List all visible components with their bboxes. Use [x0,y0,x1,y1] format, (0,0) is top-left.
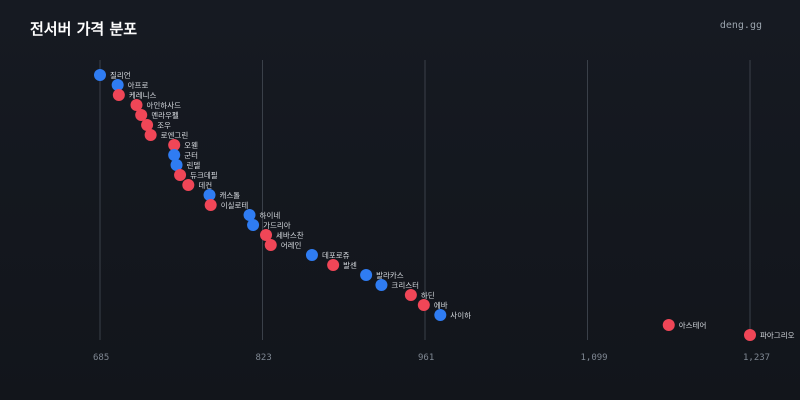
point-marker[interactable] [135,109,148,121]
point-marker[interactable] [305,249,318,261]
point-marker[interactable] [130,99,143,111]
point-label: 어레인 [281,240,302,250]
point-label: 오웬 [184,141,198,150]
point-label: 아스테어 [679,320,707,330]
data-point[interactable]: 아프로 [111,79,149,91]
x-tick-label: 685 [93,353,109,363]
data-point[interactable]: 아스테어 [662,319,707,331]
data-point[interactable]: 하이네 [243,209,281,221]
point-marker[interactable] [168,149,181,161]
point-marker[interactable] [360,269,373,281]
point-marker[interactable] [94,69,106,81]
point-marker[interactable] [112,89,125,101]
data-point[interactable]: 발센 [327,259,357,271]
data-point[interactable]: 이실로테 [204,199,249,211]
point-label: 멘라우펠 [151,111,179,120]
point-marker[interactable] [264,239,277,251]
data-point[interactable]: 케레니스 [112,89,157,101]
data-point[interactable]: 데포로쥬 [305,249,350,261]
data-point[interactable]: 멘라우펠 [135,109,179,121]
x-axis-ticks: 685 823 961 1,099 1,237 [93,353,770,363]
point-label: 캐스톨 [220,191,241,200]
point-marker[interactable] [375,279,388,291]
data-point[interactable]: 군터 [168,149,198,161]
point-label: 사이하 [450,310,471,320]
point-label: 군터 [184,151,198,160]
point-label: 데컨 [198,180,212,190]
point-label: 세바스찬 [276,230,304,240]
point-label: 파아그리오 [760,330,795,340]
point-marker[interactable] [144,129,157,141]
data-point[interactable]: 발라카스 [360,269,404,281]
data-point[interactable]: 파아그리오 [744,329,795,341]
point-marker[interactable] [327,259,340,271]
x-tick-label: 1,099 [581,353,608,363]
page-title: 전서버 가격 분포 [30,20,138,38]
data-point[interactable]: 오웬 [168,139,198,151]
point-marker[interactable] [168,139,181,151]
point-label: 아인하사드 [147,100,182,110]
point-marker[interactable] [260,229,273,241]
grid-lines [99,60,751,340]
data-point[interactable]: 로엔그린 [144,129,189,141]
point-label: 하이네 [260,210,281,220]
data-point[interactable]: 어레인 [264,239,302,251]
point-label: 가드리아 [263,220,291,230]
point-label: 하딘 [421,290,435,300]
data-point[interactable]: 에바 [417,299,448,311]
data-point[interactable]: 린델 [170,159,201,171]
point-marker[interactable] [662,319,675,331]
point-marker[interactable] [111,79,124,91]
point-label: 로엔그린 [161,130,189,140]
point-marker[interactable] [243,209,256,221]
point-label: 크리스터 [391,281,419,290]
point-marker[interactable] [247,219,260,231]
point-marker[interactable] [182,179,195,191]
x-tick-label: 823 [256,353,272,363]
x-tick-label: 961 [418,353,434,363]
data-point[interactable]: 사이하 [434,309,471,321]
point-label: 데포로쥬 [322,251,350,260]
point-label: 질리언 [110,70,131,80]
point-marker[interactable] [174,169,187,181]
point-marker[interactable] [141,119,154,131]
point-marker[interactable] [170,159,183,171]
data-point[interactable]: 캐스톨 [203,189,241,201]
point-marker[interactable] [404,289,417,301]
point-marker[interactable] [203,189,216,201]
data-point[interactable]: 데컨 [182,179,212,191]
data-point[interactable]: 아인하사드 [130,99,182,111]
point-marker[interactable] [417,299,430,311]
point-marker[interactable] [434,309,447,321]
point-marker[interactable] [744,329,756,341]
point-label: 케레니스 [129,91,157,100]
data-point[interactable]: 하딘 [404,289,435,301]
data-point[interactable]: 크리스터 [375,279,419,291]
point-label: 아프로 [128,80,149,90]
point-marker[interactable] [204,199,217,211]
x-tick-label: 1,237 [743,353,770,363]
point-label: 린델 [187,160,201,170]
data-point[interactable]: 듀크데필 [174,169,218,181]
data-point[interactable]: 세바스찬 [260,229,304,241]
point-label: 조우 [157,121,171,130]
data-point[interactable]: 질리언 [94,69,131,81]
data-point[interactable]: 가드리아 [247,219,291,231]
point-label: 이실로테 [221,200,249,210]
point-label: 듀크데필 [190,170,218,180]
data-points: 질리언아프로케레니스아인하사드멘라우펠조우로엔그린오웬군터린델듀크데필데컨캐스톨… [94,69,795,341]
brand-label[interactable]: deng.gg [719,20,762,31]
point-label: 에바 [434,300,448,310]
data-point[interactable]: 조우 [141,119,171,131]
point-label: 발센 [343,260,357,270]
point-label: 발라카스 [376,271,404,280]
